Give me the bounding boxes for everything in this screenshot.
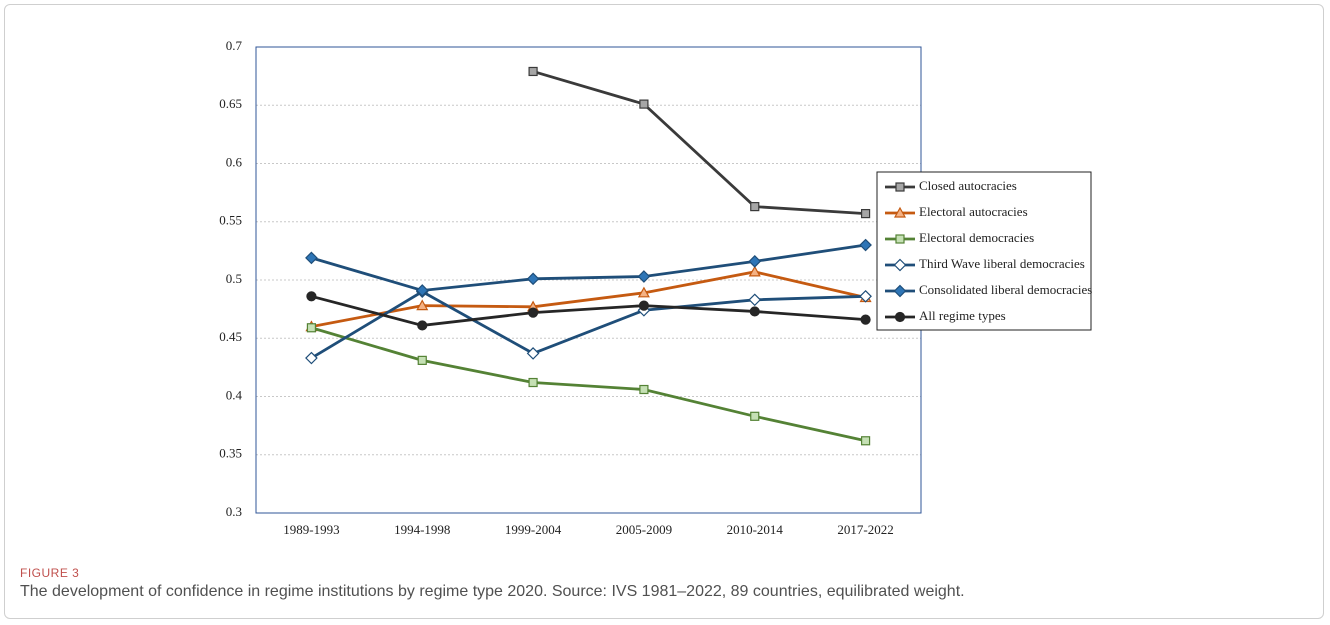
marker	[750, 411, 760, 421]
marker	[528, 66, 538, 77]
marker	[527, 307, 539, 318]
marker	[748, 293, 762, 307]
legend-label: Electoral democracies	[919, 230, 1034, 245]
marker	[895, 182, 905, 192]
x-tick-label: 1989-1993	[283, 522, 339, 537]
chart: 0.3 0.35 0.4 0.45 0.5 0.55 0.6 0.65 0.7 1989-1993…	[219, 38, 1092, 537]
y-tick-label: 0.7	[226, 38, 243, 53]
y-tick-label: 0.4	[226, 387, 243, 402]
y-tick-label: 0.5	[226, 271, 242, 286]
marker	[893, 258, 907, 272]
y-tick-label: 0.55	[219, 213, 242, 228]
legend-label: Electoral autocracies	[919, 204, 1028, 219]
y-tick-label: 0.35	[219, 446, 242, 461]
caption: The development of confidence in regime …	[20, 583, 965, 600]
marker	[859, 238, 872, 252]
marker	[860, 314, 871, 325]
x-tick-label: 1994-1998	[394, 522, 450, 537]
marker	[894, 311, 906, 323]
marker	[415, 284, 429, 297]
marker	[895, 234, 905, 244]
x-tick-label: 2017-2022	[837, 522, 893, 537]
marker	[893, 284, 907, 298]
x-tick-label: 2010-2014	[727, 522, 784, 537]
legend-label: Consolidated liberal democracies	[919, 282, 1092, 297]
legend-label: Closed autocracies	[919, 178, 1017, 193]
series-line	[311, 294, 866, 327]
marker	[893, 206, 907, 218]
marker	[417, 355, 427, 365]
marker	[526, 347, 540, 360]
marker	[750, 202, 760, 212]
marker	[417, 320, 428, 331]
marker	[526, 272, 540, 286]
series-line	[311, 270, 866, 328]
series-line	[310, 290, 866, 360]
marker	[748, 265, 761, 277]
marker	[305, 351, 318, 365]
marker	[416, 299, 429, 311]
marker	[528, 377, 538, 388]
legend-label: All regime types	[919, 308, 1006, 323]
marker	[748, 255, 762, 268]
y-tick-label: 0.6	[226, 154, 243, 169]
legend-label: Third Wave liberal democracies	[919, 256, 1085, 271]
marker	[306, 291, 317, 302]
x-tick-label: 2005-2009	[616, 522, 672, 537]
marker	[639, 99, 649, 109]
y-tick-label: 0.65	[219, 96, 242, 111]
y-tick-label: 0.3	[226, 504, 242, 519]
marker	[638, 300, 650, 311]
series-line	[311, 243, 866, 292]
legend: Closed autocracies Electoral autocracies E…	[876, 171, 1092, 331]
marker	[860, 208, 871, 219]
marker	[860, 436, 871, 446]
marker	[637, 270, 651, 283]
marker	[306, 323, 317, 333]
marker	[639, 384, 649, 395]
figure-label: FIGURE 3	[20, 566, 80, 580]
marker	[637, 286, 650, 298]
marker	[859, 289, 872, 303]
series-line	[311, 326, 866, 443]
x-tick-label: 1999-2004	[505, 522, 562, 537]
legend-box	[876, 171, 1092, 331]
y-tick-label: 0.45	[219, 329, 242, 344]
marker	[305, 251, 318, 265]
figure-frame	[4, 4, 1324, 619]
marker	[749, 306, 760, 317]
series-line	[532, 70, 866, 215]
